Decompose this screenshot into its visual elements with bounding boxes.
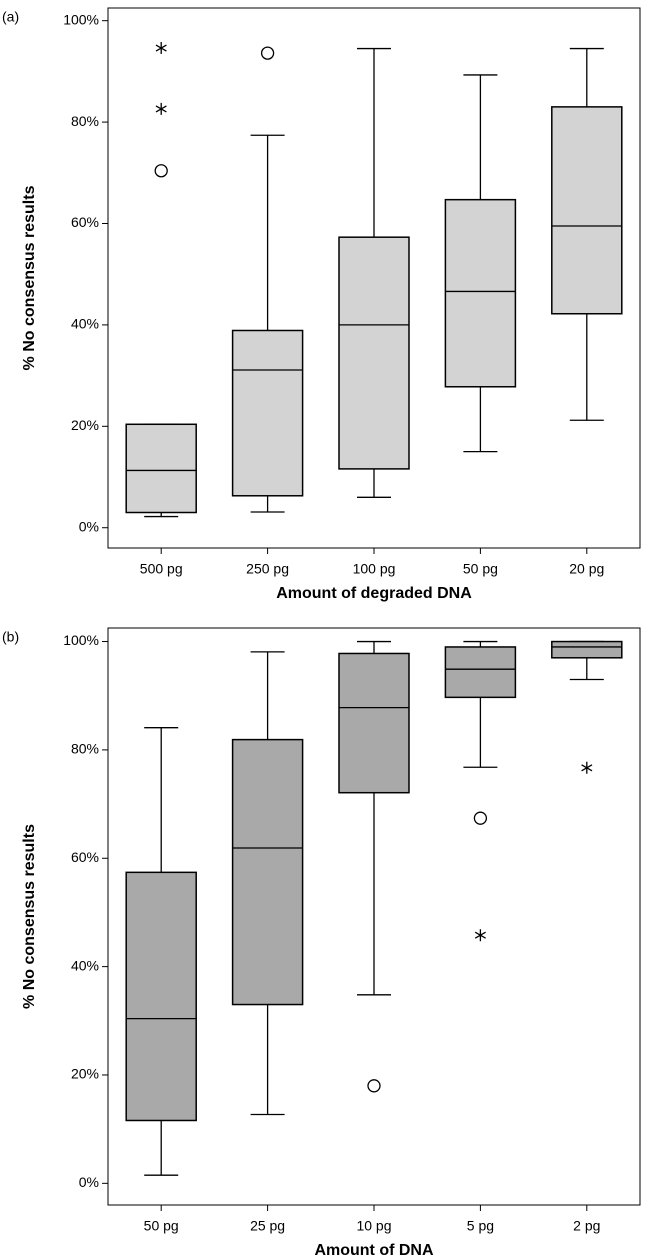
y-tick-label: 40% xyxy=(71,316,99,332)
x-tick-label: 50 pg xyxy=(463,561,498,577)
box xyxy=(231,738,304,1006)
y-tick-label: 60% xyxy=(71,849,99,865)
box xyxy=(125,871,197,1122)
y-tick-label: 20% xyxy=(71,1066,99,1082)
box xyxy=(125,423,197,514)
box xyxy=(444,198,517,388)
x-axis-label: Amount of DNA xyxy=(314,1242,434,1259)
outlier xyxy=(155,42,167,55)
x-tick-label: 20 pg xyxy=(569,561,604,577)
x-tick-label: 25 pg xyxy=(250,1218,285,1234)
box xyxy=(338,236,410,470)
y-tick-label: 0% xyxy=(79,518,99,534)
y-tick-label: 60% xyxy=(71,214,99,230)
y-tick-label: 100% xyxy=(63,11,99,27)
panel-label: (a) xyxy=(2,9,19,25)
y-tick-label: 0% xyxy=(79,1174,99,1190)
x-tick-label: 250 pg xyxy=(246,561,289,577)
x-tick-label: 10 pg xyxy=(356,1218,391,1234)
y-tick-label: 40% xyxy=(71,957,99,973)
y-tick-label: 80% xyxy=(71,741,99,757)
outlier xyxy=(260,46,275,60)
box xyxy=(231,329,304,497)
x-tick-label: 5 pg xyxy=(467,1218,494,1234)
x-tick-label: 2 pg xyxy=(573,1218,600,1234)
panel-label: (b) xyxy=(2,629,19,645)
x-axis-label: Amount of degraded DNA xyxy=(276,585,472,602)
y-axis-label: % No consensus results xyxy=(21,185,38,370)
y-axis-label: % No consensus results xyxy=(21,824,38,1009)
y-tick-label: 100% xyxy=(63,632,99,648)
x-tick-label: 50 pg xyxy=(144,1218,179,1234)
box xyxy=(338,652,410,794)
y-tick-label: 20% xyxy=(71,417,99,433)
box xyxy=(551,106,623,315)
outlier xyxy=(367,1079,381,1093)
x-tick-label: 100 pg xyxy=(353,561,396,577)
outlier xyxy=(473,811,488,825)
outlier xyxy=(581,761,593,774)
outlier xyxy=(154,164,168,178)
outlier xyxy=(474,929,486,942)
y-tick-label: 80% xyxy=(71,113,99,129)
outlier xyxy=(155,102,167,115)
x-tick-label: 500 pg xyxy=(140,561,183,577)
box xyxy=(551,640,623,659)
box xyxy=(444,646,517,699)
